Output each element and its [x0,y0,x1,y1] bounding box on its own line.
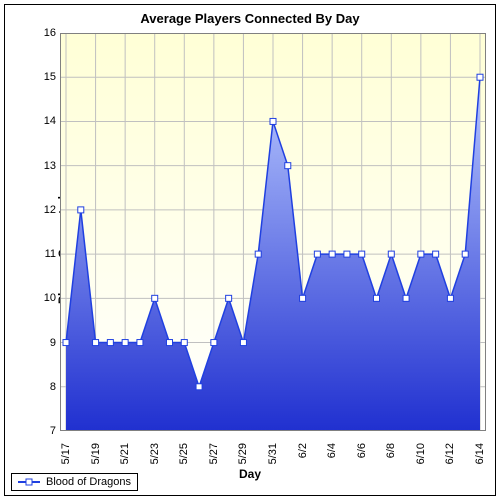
legend-label: Blood of Dragons [46,476,131,488]
legend-swatch [18,477,40,487]
y-tick: 12 [34,204,56,216]
y-tick: 16 [34,27,56,39]
y-tick: 13 [34,160,56,172]
chart-frame: Average Players Connected By Day Players… [4,4,496,496]
y-tick: 8 [34,381,56,393]
chart-title: Average Players Connected By Day [5,11,495,26]
plot-area [60,33,486,431]
y-tick: 9 [34,337,56,349]
y-tick: 11 [34,248,56,260]
y-tick: 15 [34,71,56,83]
y-tick: 10 [34,292,56,304]
y-tick: 14 [34,115,56,127]
legend-marker-icon [26,479,33,486]
y-tick: 7 [34,425,56,437]
legend: Blood of Dragons [11,473,138,491]
